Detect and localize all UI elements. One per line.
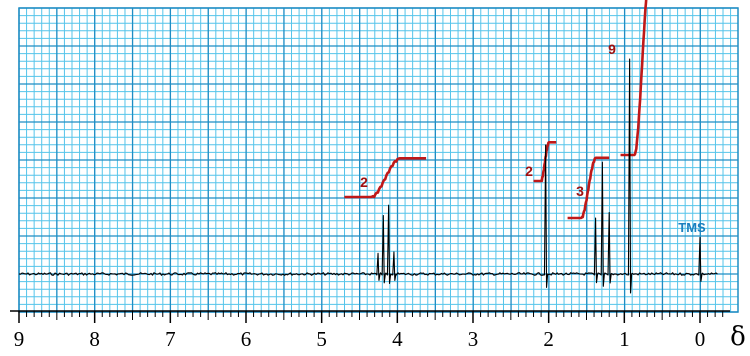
x-tick-label: 8 — [89, 327, 100, 351]
x-tick-label: 1 — [619, 327, 630, 351]
spectrum-trace — [18, 58, 718, 294]
x-tick-label: 9 — [14, 327, 25, 351]
integral-curve — [567, 156, 610, 220]
integral-curve — [344, 157, 427, 199]
plot-frame — [18, 7, 739, 313]
x-tick-label: 4 — [392, 327, 403, 351]
integral-curve — [620, 0, 648, 157]
spectrum-trace-group — [18, 58, 718, 294]
integral-curve — [533, 141, 557, 183]
x-axis-label: δ — [730, 322, 746, 352]
integral-label: 2 — [360, 174, 368, 190]
x-tick-label: 3 — [468, 327, 479, 351]
x-tick-label: 2 — [543, 327, 554, 351]
x-tick-label: 0 — [695, 327, 706, 351]
integral-curves — [344, 0, 648, 220]
labels: 2 2 3 9 TMS — [360, 41, 706, 235]
integral-label: 3 — [576, 183, 584, 199]
integral-label: 2 — [525, 163, 533, 179]
integral-label: 9 — [608, 41, 616, 57]
x-tick-label: 6 — [241, 327, 252, 351]
x-tick-label: 7 — [165, 327, 176, 351]
x-tick-label: 5 — [316, 327, 327, 351]
tms-annotation: TMS — [678, 220, 706, 235]
grid — [18, 7, 739, 313]
